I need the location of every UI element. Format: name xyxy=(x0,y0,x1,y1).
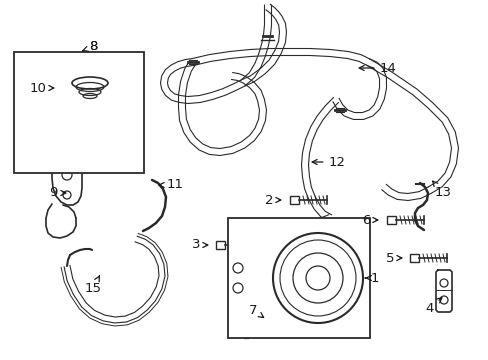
Text: 7: 7 xyxy=(248,303,263,318)
Text: 9: 9 xyxy=(49,186,66,199)
Text: 5: 5 xyxy=(385,252,401,265)
Text: 3: 3 xyxy=(191,238,207,252)
Text: 13: 13 xyxy=(432,181,450,199)
Text: 8: 8 xyxy=(89,40,97,54)
Text: 15: 15 xyxy=(84,276,102,294)
Text: 11: 11 xyxy=(159,179,183,192)
Bar xyxy=(289,196,298,204)
Bar xyxy=(216,241,224,249)
Text: 1: 1 xyxy=(365,271,379,284)
Text: 6: 6 xyxy=(361,213,377,226)
Text: 14: 14 xyxy=(359,62,396,75)
Text: 8: 8 xyxy=(82,40,97,54)
Bar xyxy=(227,218,369,338)
Text: 2: 2 xyxy=(264,194,280,207)
Text: 12: 12 xyxy=(311,156,345,168)
Bar xyxy=(14,52,143,173)
Bar xyxy=(386,216,395,224)
Bar xyxy=(409,254,418,262)
Text: 4: 4 xyxy=(425,298,441,315)
Text: 10: 10 xyxy=(29,81,54,94)
